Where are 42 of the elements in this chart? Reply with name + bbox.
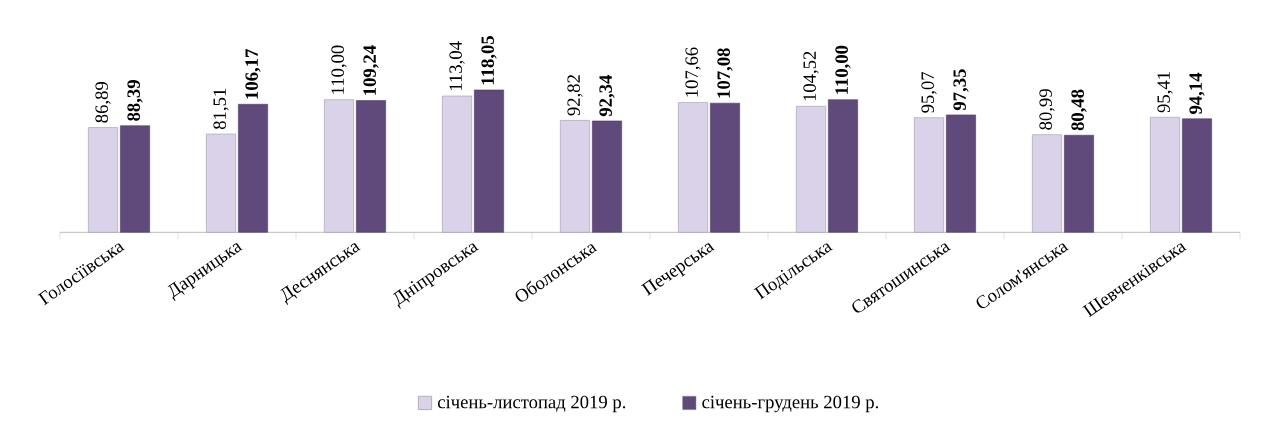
data-label: 95,41 — [1157, 72, 1173, 113]
bar — [796, 105, 826, 233]
data-label: 92,82 — [567, 75, 583, 116]
data-label: 110,00 — [835, 45, 851, 94]
bar — [88, 127, 118, 233]
bar — [1182, 118, 1212, 233]
bar — [356, 100, 386, 233]
bar — [206, 133, 236, 233]
legend-label: січень-листопад 2019 р. — [437, 395, 626, 413]
data-label: 88,39 — [127, 80, 143, 121]
data-label: 110,00 — [331, 45, 347, 94]
bar — [914, 117, 944, 233]
bar — [592, 120, 622, 233]
data-label: 92,34 — [599, 75, 615, 117]
data-label: 104,52 — [803, 51, 819, 101]
bar — [946, 114, 976, 233]
bar — [442, 95, 472, 233]
data-label: 107,08 — [717, 48, 733, 98]
bar — [1150, 116, 1180, 233]
bar — [678, 102, 708, 233]
data-label: 109,24 — [363, 45, 379, 95]
data-label: 97,35 — [953, 69, 969, 111]
bar — [324, 99, 354, 233]
data-label: 94,14 — [1189, 72, 1205, 115]
data-label: 80,99 — [1039, 89, 1055, 130]
data-label: 106,17 — [245, 49, 261, 99]
data-label: 80,48 — [1071, 89, 1087, 131]
legend-label: січень-грудень 2019 р. — [702, 395, 879, 413]
data-label: 118,05 — [481, 36, 497, 85]
data-label: 86,89 — [95, 82, 111, 123]
data-label: 95,07 — [921, 71, 937, 113]
bar — [120, 125, 150, 233]
bar — [238, 103, 268, 233]
bar — [1032, 134, 1062, 233]
data-label: 81,51 — [213, 88, 229, 130]
bar — [828, 99, 858, 233]
bar — [560, 120, 590, 233]
data-label: 113,04 — [449, 41, 465, 91]
data-label: 107,66 — [685, 47, 701, 97]
bar — [474, 89, 504, 233]
bar — [710, 102, 740, 233]
bar — [1064, 134, 1094, 233]
